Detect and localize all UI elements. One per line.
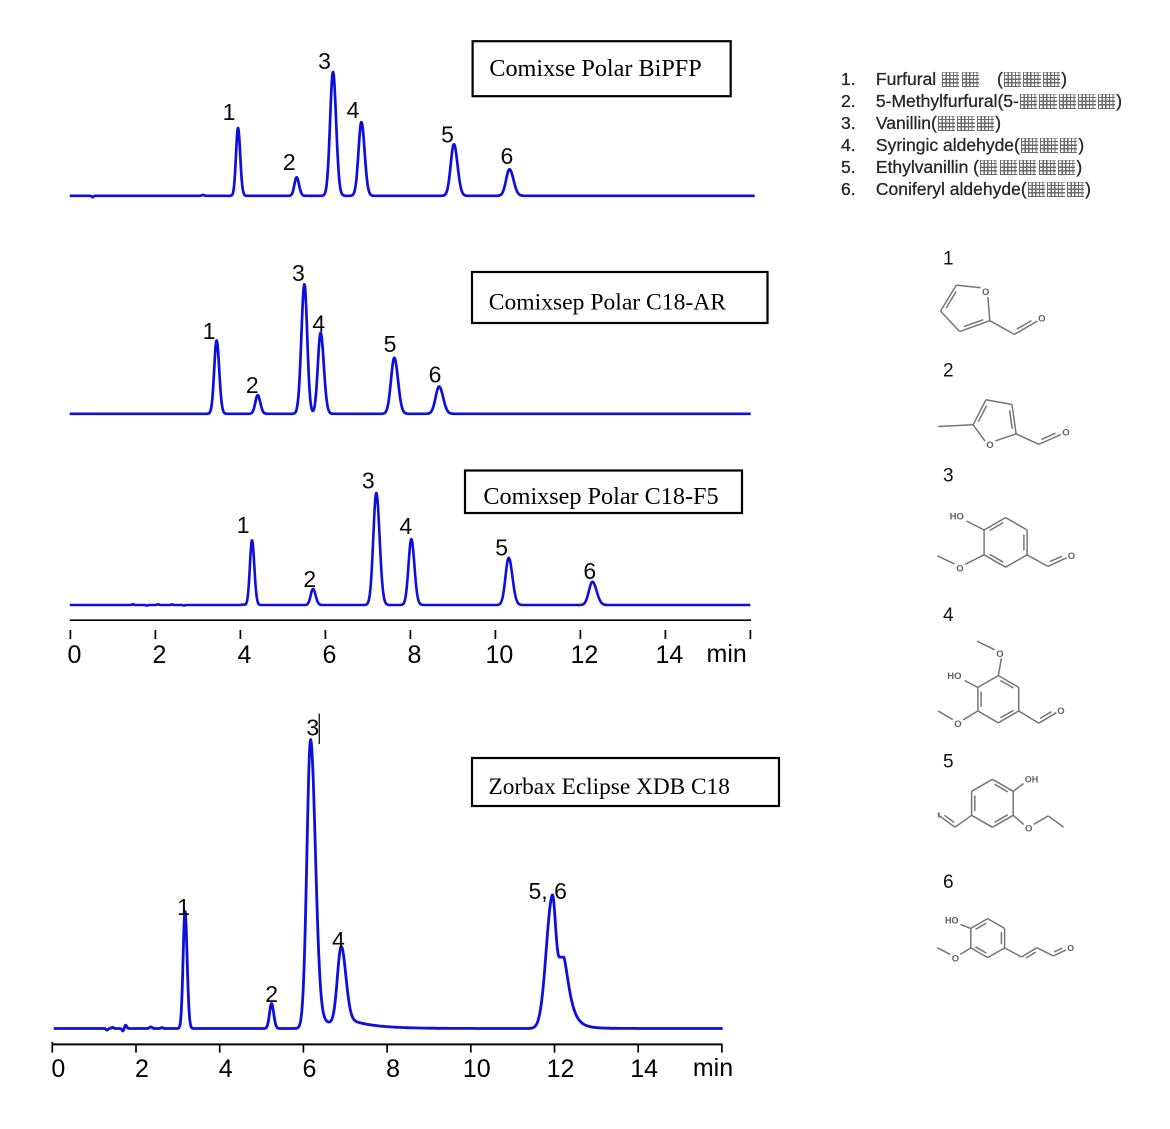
svg-text:3: 3 xyxy=(943,465,954,486)
svg-text:HO: HO xyxy=(947,671,961,682)
svg-text:3: 3 xyxy=(362,467,375,493)
svg-text:O: O xyxy=(1057,706,1064,717)
svg-text:2: 2 xyxy=(283,149,296,175)
svg-text:6: 6 xyxy=(943,872,954,893)
svg-text:4: 4 xyxy=(312,310,325,336)
svg-text:5: 5 xyxy=(943,751,954,772)
svg-text:14: 14 xyxy=(655,641,683,669)
svg-text:0: 0 xyxy=(67,641,81,669)
svg-text:6: 6 xyxy=(501,143,514,169)
svg-text:2: 2 xyxy=(265,981,278,1007)
svg-text:2: 2 xyxy=(943,360,954,381)
svg-text:1: 1 xyxy=(203,318,216,344)
svg-text:1: 1 xyxy=(223,99,236,125)
svg-text:3: 3 xyxy=(292,260,305,286)
svg-text:min: min xyxy=(707,640,747,668)
svg-text:4: 4 xyxy=(399,513,412,539)
svg-text:1: 1 xyxy=(237,512,250,538)
svg-text:4: 4 xyxy=(332,927,345,953)
svg-text:OH: OH xyxy=(1025,775,1039,785)
svg-text:O: O xyxy=(986,440,993,451)
svg-text:5, 6: 5, 6 xyxy=(529,878,567,904)
svg-text:8: 8 xyxy=(386,1055,400,1083)
svg-text:O: O xyxy=(952,953,959,964)
svg-text:1: 1 xyxy=(943,248,954,269)
svg-text:5: 5 xyxy=(495,534,508,560)
svg-text:4: 4 xyxy=(347,97,360,123)
svg-text:2: 2 xyxy=(246,372,259,398)
svg-text:2: 2 xyxy=(135,1055,149,1083)
svg-text:14: 14 xyxy=(630,1055,658,1083)
svg-text:1: 1 xyxy=(177,894,190,920)
svg-text:Comixsep Polar C18-F5: Comixsep Polar C18-F5 xyxy=(483,483,718,510)
svg-text:10: 10 xyxy=(463,1055,491,1083)
svg-text:O: O xyxy=(1068,551,1075,562)
svg-text:O: O xyxy=(954,719,961,730)
svg-text:2: 2 xyxy=(152,641,166,669)
svg-text:12: 12 xyxy=(547,1055,575,1083)
svg-text:2: 2 xyxy=(303,566,316,592)
svg-text:8: 8 xyxy=(407,641,421,669)
svg-text:O: O xyxy=(1038,314,1045,325)
svg-text:Comixse Polar BiPFP: Comixse Polar BiPFP xyxy=(489,55,701,82)
svg-text:HO: HO xyxy=(950,512,964,523)
svg-text:O: O xyxy=(956,564,963,575)
svg-text:6: 6 xyxy=(429,361,442,387)
svg-text:min: min xyxy=(693,1054,733,1082)
svg-text:12: 12 xyxy=(570,641,598,669)
svg-text:0: 0 xyxy=(51,1055,65,1083)
svg-text:O: O xyxy=(982,287,989,298)
svg-text:HO: HO xyxy=(945,916,959,926)
svg-text:Comixsep Polar C18-AR: Comixsep Polar C18-AR xyxy=(489,290,727,316)
svg-text:4: 4 xyxy=(943,605,954,626)
svg-text:O: O xyxy=(1062,428,1069,439)
svg-text:4: 4 xyxy=(237,641,251,669)
svg-text:3: 3 xyxy=(306,714,319,740)
svg-text:10: 10 xyxy=(485,641,513,669)
svg-text:5: 5 xyxy=(441,121,454,147)
svg-text:Zorbax Eclipse XDB C18: Zorbax Eclipse XDB C18 xyxy=(489,774,730,800)
svg-text:O: O xyxy=(1067,943,1074,953)
svg-text:4: 4 xyxy=(219,1055,233,1083)
svg-text:5: 5 xyxy=(384,331,397,357)
svg-text:6: 6 xyxy=(322,641,336,669)
svg-text:6: 6 xyxy=(302,1055,316,1083)
svg-text:3: 3 xyxy=(318,48,331,74)
svg-text:O: O xyxy=(1025,824,1032,835)
svg-text:O: O xyxy=(996,649,1003,660)
svg-text:6: 6 xyxy=(583,558,596,584)
